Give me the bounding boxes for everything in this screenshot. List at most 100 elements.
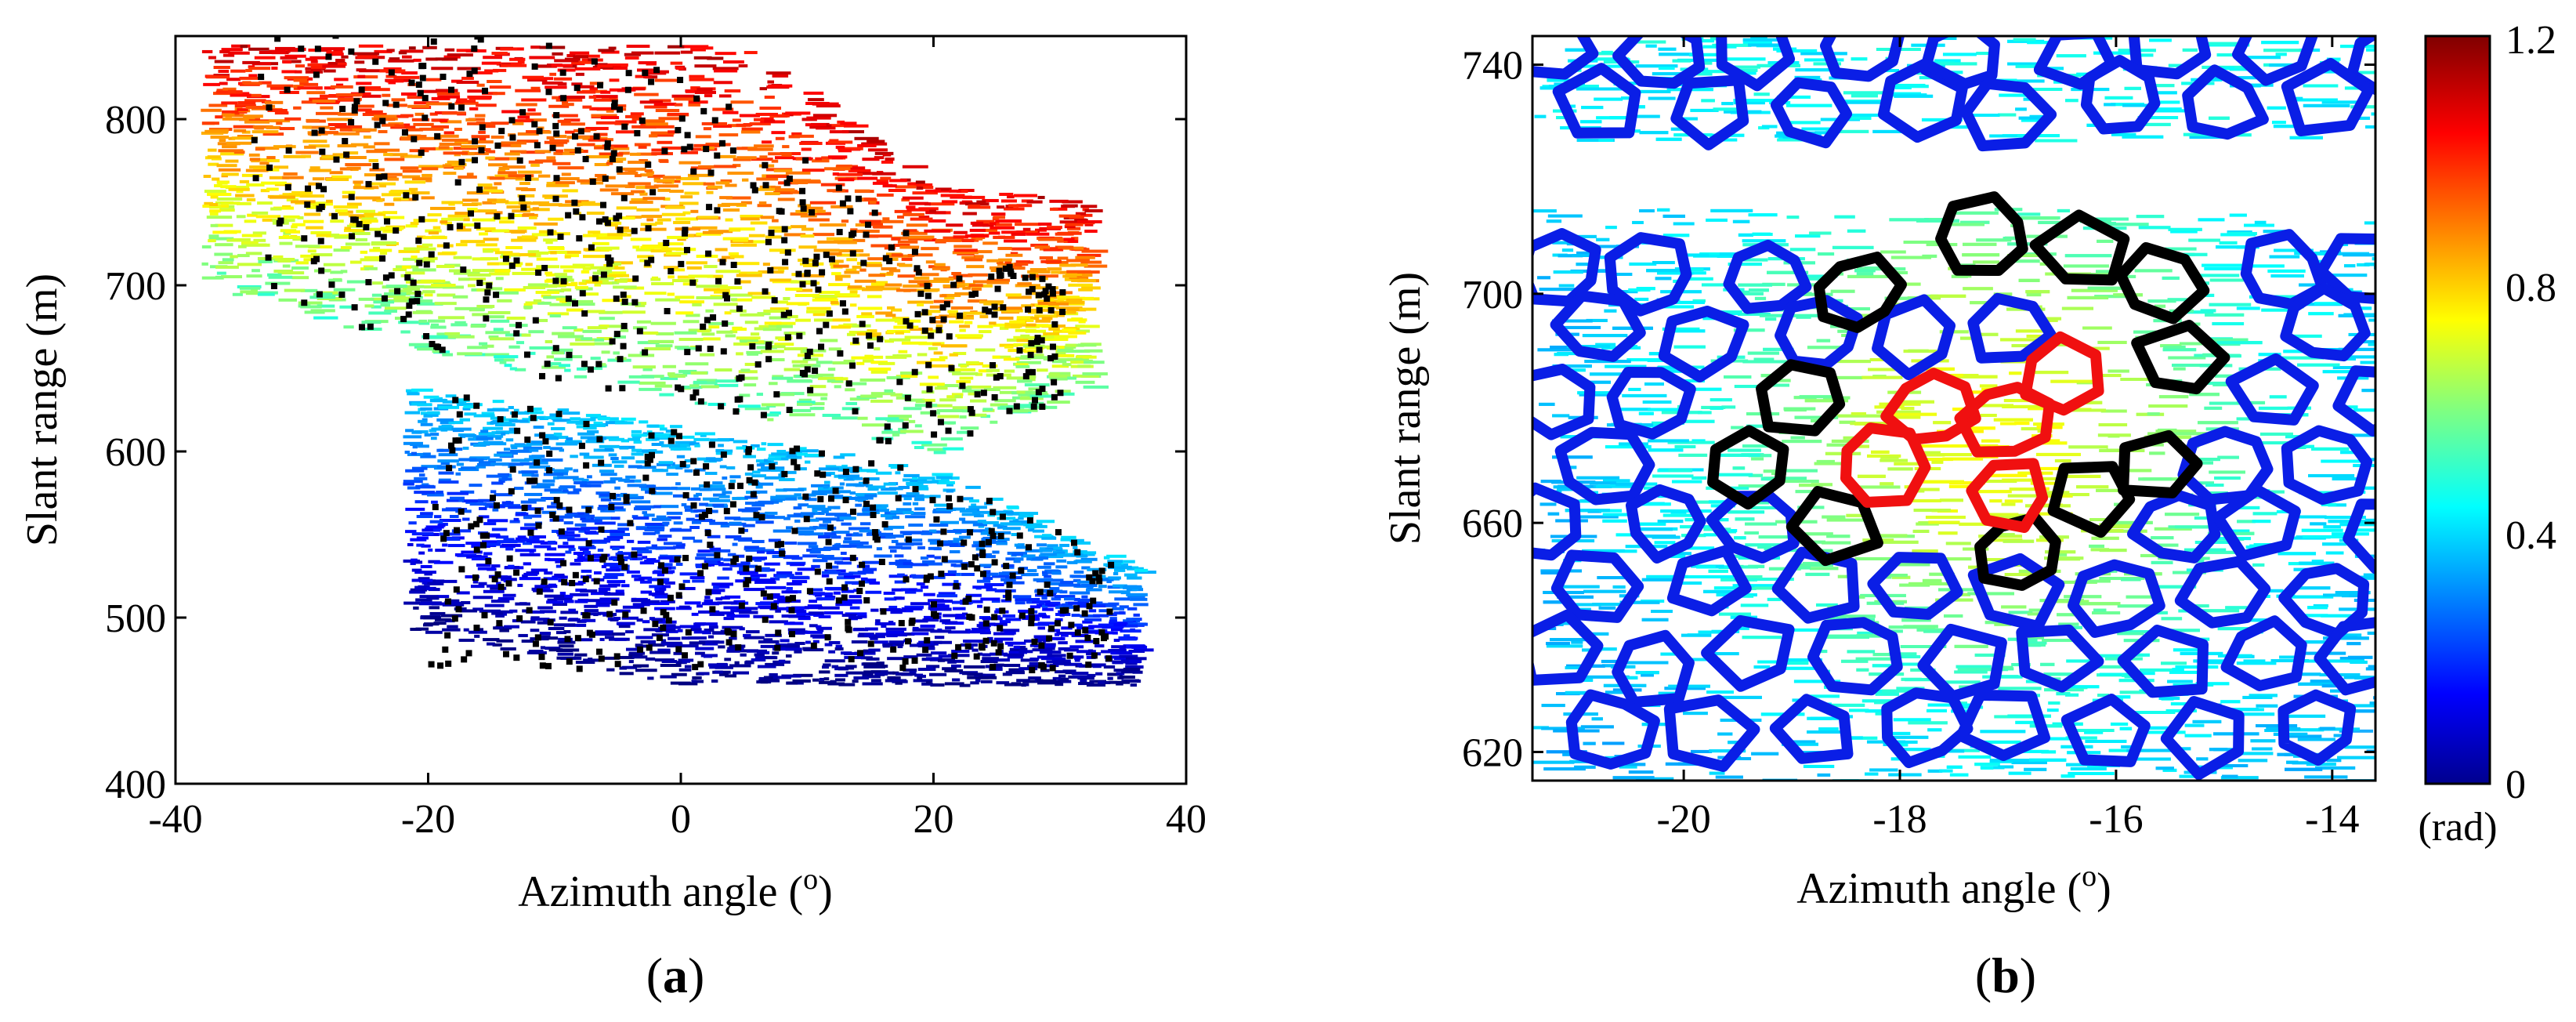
scatter-a-pixel: [888, 545, 903, 549]
scatter-a-pixel: [398, 249, 420, 253]
scatter-a-pixel: [834, 647, 844, 651]
scatter-a-pixel: [1065, 223, 1084, 227]
scatter-a-pixel: [726, 649, 740, 653]
scatter-a-pixel: [942, 447, 964, 451]
scatter-a-pixel: [217, 181, 228, 185]
scatter-a-pixel: [785, 287, 803, 291]
scatter-a-pixel: [440, 119, 448, 123]
scatter-a-pixel: [201, 131, 224, 135]
scatter-a-pixel: [493, 68, 507, 72]
scatter-a-pixel: [530, 540, 545, 544]
scatter-a-pixel: [696, 492, 702, 496]
scatter-a-pixel: [490, 462, 509, 466]
scatter-a-pixel: [861, 312, 873, 316]
scatter-a-pixel: [744, 407, 770, 411]
scatter-a-pixel: [793, 673, 813, 677]
scatter-a-pixel: [1116, 672, 1125, 676]
scatter-a-pixel: [439, 143, 461, 147]
scatter-a-pixel: [887, 676, 901, 680]
scatter-a-pixel: [291, 266, 309, 270]
scatter-a-pixel: [508, 564, 515, 568]
scatter-a-pixel: [307, 63, 333, 67]
scatter-a-pixel: [660, 505, 679, 509]
scatter-a-pixel: [458, 175, 477, 179]
scatter-a-pixel: [722, 237, 749, 241]
scatter-a-pixel: [427, 319, 446, 323]
scatter-a-pixel: [502, 176, 523, 179]
scatter-a-pixel: [337, 62, 347, 66]
scatter-a-pixel: [841, 130, 864, 134]
scatter-a-pixel: [519, 182, 530, 186]
scatter-a-pixel: [824, 643, 833, 647]
scatter-a-pixel: [922, 560, 935, 564]
scatter-a-pixel: [1057, 239, 1068, 243]
scatter-a-pixel: [694, 444, 700, 448]
scatter-a-pixel: [975, 372, 983, 376]
scatter-a-pixel: [852, 628, 869, 632]
scatter-a-pixel: [413, 606, 419, 610]
scatter-a-pixel: [767, 80, 775, 84]
scatter-a-pixel: [219, 50, 230, 54]
scatter-a-pixel: [1037, 565, 1051, 569]
scatter-a-pixel: [816, 517, 837, 521]
scatter-a-pixel: [203, 175, 212, 179]
scatter-a-pixel: [729, 521, 742, 525]
scatter-a-pixel: [561, 534, 581, 538]
scatter-a-pixel: [1042, 572, 1048, 576]
scatter-a-pixel: [743, 633, 751, 637]
scatter-a-pixel: [830, 595, 836, 599]
scatter-a-pixel: [754, 144, 774, 148]
scatter-a-pixel: [751, 503, 765, 507]
scatter-a-pixel: [954, 394, 961, 398]
scatter-a-pixel: [740, 313, 765, 317]
scatter-a-pixel: [471, 556, 491, 560]
scatter-a-pixel: [599, 599, 612, 603]
scatter-a-pixel: [1084, 208, 1103, 212]
scatter-a-pixel: [725, 196, 751, 200]
scatter-a-pixel: [218, 149, 244, 153]
scatter-a-pixel: [279, 241, 293, 245]
scatter-a-pixel: [230, 255, 238, 259]
scatter-a-pixel: [604, 448, 613, 451]
scatter-a-pixel: [403, 441, 423, 445]
scatter-a-pixel: [811, 548, 831, 552]
scatter-a-pixel: [921, 531, 933, 535]
scatter-a-pixel: [605, 184, 629, 188]
scatter-a-pixel: [757, 665, 776, 669]
scatter-a-pixel: [666, 473, 678, 477]
scatter-a-pixel: [727, 553, 736, 556]
scatter-a-pixel: [934, 636, 945, 640]
scatter-a-pixel: [416, 302, 443, 306]
scatter-a-pixel: [203, 82, 220, 86]
scatter-a-pixel: [813, 318, 833, 322]
scatter-a-pixel: [385, 284, 407, 288]
scatter-a-pixel: [519, 553, 541, 556]
scatter-a-pixel: [463, 218, 470, 222]
scatter-a-pixel: [921, 443, 947, 447]
scatter-a-pixel: [598, 324, 624, 328]
scatter-a-pixel: [540, 583, 546, 587]
scatter-a-pixel: [769, 307, 789, 311]
scatter-a-pixel: [1049, 601, 1061, 605]
scatter-a-pixel: [1084, 361, 1105, 364]
scatter-a-pixel: [1029, 657, 1040, 661]
scatter-a-pixel: [594, 162, 610, 166]
scatter-a-pixel: [559, 299, 571, 303]
scatter-a-pixel: [713, 81, 733, 85]
scatter-a-pixel: [953, 352, 967, 356]
scatter-a-pixel: [246, 198, 256, 201]
scatter-a-pixel: [573, 469, 579, 473]
scatter-a-pixel: [935, 324, 943, 328]
scatter-a-pixel: [826, 237, 853, 241]
scatter-a-pixel: [586, 155, 610, 159]
scatter-a-pixel: [729, 228, 741, 232]
scatter-a-pixel: [368, 311, 392, 315]
scatter-a-pixel: [934, 189, 942, 193]
scatter-a-pixel: [849, 491, 856, 495]
scatter-a-pixel: [503, 252, 520, 256]
scatter-a-pixel: [630, 112, 644, 116]
scatter-a-pixel: [490, 287, 503, 291]
scatter-a-pixel: [903, 510, 914, 514]
scatter-a-pixel: [421, 167, 439, 171]
scatter-a-pixel: [617, 523, 635, 527]
